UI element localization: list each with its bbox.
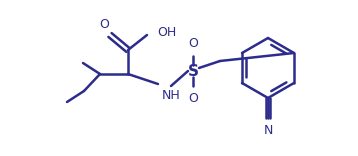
Text: S: S: [188, 63, 198, 78]
Text: N: N: [263, 124, 273, 137]
Text: OH: OH: [157, 27, 176, 39]
Text: O: O: [188, 92, 198, 105]
Text: O: O: [188, 37, 198, 50]
Text: NH: NH: [162, 89, 181, 102]
Text: O: O: [99, 18, 109, 31]
